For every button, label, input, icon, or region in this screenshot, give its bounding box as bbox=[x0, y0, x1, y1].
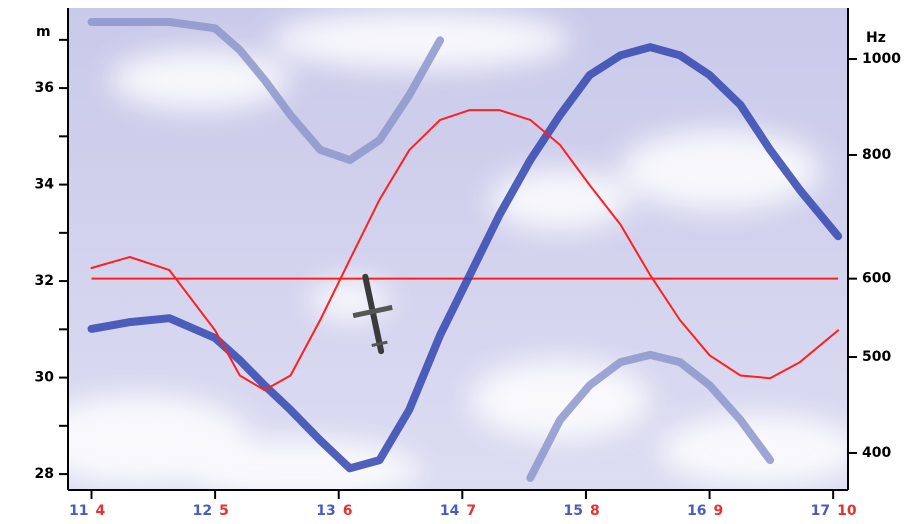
y-axis-title: m bbox=[36, 24, 51, 40]
x-tick-label: 14 bbox=[440, 503, 460, 519]
airplane bbox=[352, 273, 393, 355]
data-line bbox=[526, 350, 775, 482]
y-tick-label: 34 bbox=[35, 177, 55, 193]
x2-tick-label: 9 bbox=[714, 503, 724, 519]
clouds bbox=[30, 10, 860, 500]
y2-tick-label: 500 bbox=[862, 349, 891, 365]
y-tick-label: 28 bbox=[35, 466, 54, 482]
data-line bbox=[87, 18, 445, 164]
x-tick-label: 11 bbox=[69, 503, 88, 519]
y-tick-label: 32 bbox=[35, 273, 54, 289]
y-tick-label: 30 bbox=[35, 370, 55, 386]
y2-tick-label: 800 bbox=[862, 147, 891, 163]
y2-tick-label: 600 bbox=[862, 271, 891, 287]
x2-tick-label: 5 bbox=[219, 503, 229, 519]
y2-tick-label: 400 bbox=[862, 445, 891, 461]
data-line bbox=[87, 43, 843, 473]
data-line bbox=[90, 109, 840, 392]
x2-tick-label: 4 bbox=[95, 503, 105, 519]
x2-tick-label: 8 bbox=[590, 503, 600, 519]
y2-axis-title: Hz bbox=[866, 30, 886, 46]
x-tick-label: 15 bbox=[563, 503, 582, 519]
x2-tick-label: 6 bbox=[343, 503, 353, 519]
y-tick-label: 36 bbox=[35, 80, 54, 96]
x2-tick-label: 7 bbox=[466, 503, 476, 519]
x-tick-label: 12 bbox=[193, 503, 212, 519]
x-tick-label: 13 bbox=[316, 503, 335, 519]
x-tick-label: 17 bbox=[811, 503, 830, 519]
y2-tick-label: 1000 bbox=[862, 51, 901, 67]
x-tick-label: 16 bbox=[687, 503, 706, 519]
x2-tick-label: 10 bbox=[837, 503, 857, 519]
